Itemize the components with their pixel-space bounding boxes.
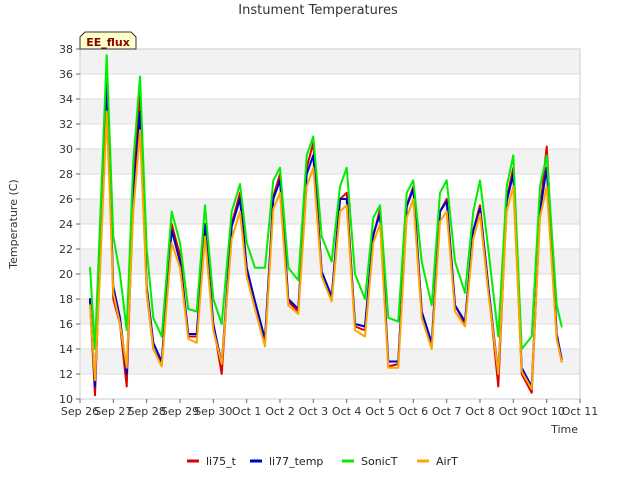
plot-band (80, 174, 580, 199)
series-line-airt (89, 110, 563, 390)
y-tick-label: 12 (59, 368, 73, 381)
legend-label: li77_temp (269, 455, 323, 468)
plot-band (80, 149, 580, 174)
plot-band (80, 224, 580, 249)
x-tick-label: Oct 11 (562, 405, 599, 418)
y-tick-label: 28 (59, 168, 73, 181)
legend: li75_t li77_temp SonicT AirT (187, 455, 458, 468)
y-tick-label: 10 (59, 393, 73, 406)
x-tick-label: Oct 10 (528, 405, 565, 418)
legend-label: li75_t (206, 455, 237, 468)
series-line-sonict (89, 54, 563, 350)
x-axis-title: Time (550, 423, 578, 436)
x-tick-label: Oct 9 (499, 405, 529, 418)
y-tick-label: 38 (59, 43, 73, 56)
y-axis-title: Temperature (C) (7, 179, 20, 269)
chart-title: Instument Temperatures (238, 3, 398, 18)
legend-label: AirT (436, 455, 458, 468)
plot-band (80, 49, 580, 74)
x-tick-label: Oct 7 (432, 405, 462, 418)
y-tick-label: 34 (59, 93, 73, 106)
x-tick-label: Oct 8 (465, 405, 495, 418)
y-tick-label: 30 (59, 143, 73, 156)
x-tick-label: Sep 29 (161, 405, 199, 418)
y-tick-label: 36 (59, 68, 73, 81)
plot-band (80, 124, 580, 149)
x-tick-label: Oct 3 (299, 405, 329, 418)
y-tick-label: 16 (59, 318, 73, 331)
series-lines (89, 54, 563, 397)
y-tick-label: 18 (59, 293, 73, 306)
plot-band (80, 74, 580, 99)
x-tick-label: Sep 28 (128, 405, 166, 418)
plot-band (80, 374, 580, 399)
y-tick-label: 20 (59, 268, 73, 281)
badge-label: EE_flux (86, 36, 130, 49)
x-tick-label: Sep 27 (94, 405, 132, 418)
y-tick-label: 32 (59, 118, 73, 131)
y-tick-label: 26 (59, 193, 73, 206)
y-tick-label: 22 (59, 243, 73, 256)
plot-band (80, 199, 580, 224)
x-tick-label: Oct 6 (399, 405, 429, 418)
legend-label: SonicT (361, 455, 398, 468)
y-tick-label: 24 (59, 218, 73, 231)
x-tick-label: Sep 26 (61, 405, 99, 418)
x-tick-label: Oct 5 (365, 405, 395, 418)
y-tick-label: 14 (59, 343, 73, 356)
x-tick-label: Oct 4 (332, 405, 362, 418)
plot-band (80, 99, 580, 124)
y-axis-ticks: 10 12 14 16 18 20 22 24 26 28 30 32 34 36 38 (59, 43, 80, 406)
ee-flux-badge: EE_flux (79, 31, 137, 50)
x-tick-label: Sep 30 (194, 405, 232, 418)
x-tick-label: Oct 1 (232, 405, 262, 418)
x-tick-label: Oct 2 (265, 405, 295, 418)
plot-band (80, 249, 580, 274)
